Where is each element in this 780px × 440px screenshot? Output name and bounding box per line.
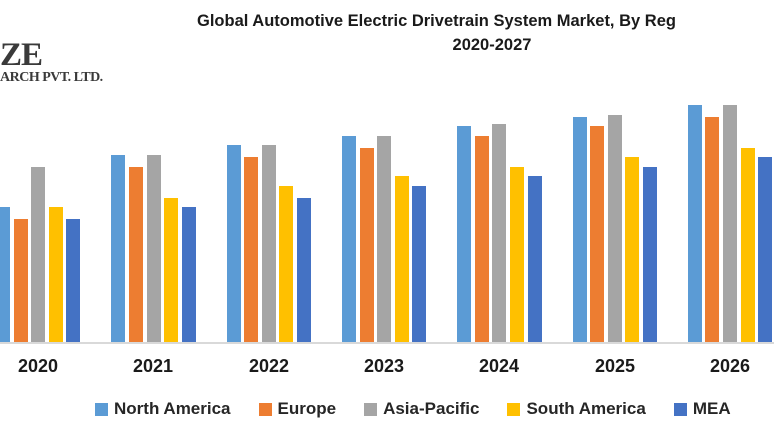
x-axis-label-2021: 2021 bbox=[132, 356, 174, 376]
bar-mea-2023 bbox=[412, 186, 426, 343]
legend-label-europe: Europe bbox=[277, 399, 337, 418]
bar-north-america-2025 bbox=[573, 117, 587, 343]
bar-europe-2026 bbox=[705, 117, 719, 343]
legend-label-mea: MEA bbox=[692, 399, 731, 418]
x-axis-line bbox=[0, 342, 774, 344]
x-axis-label-2026: 2026 bbox=[709, 356, 751, 376]
chart-title: Global Automotive Electric Drivetrain Sy… bbox=[197, 12, 780, 55]
legend-label-south-america: South America bbox=[526, 399, 646, 418]
bar-south-america-2022 bbox=[279, 186, 293, 343]
legend-swatch-asia-pacific bbox=[364, 402, 378, 416]
bar-europe-2024 bbox=[475, 136, 489, 343]
bar-south-america-2026 bbox=[741, 148, 755, 343]
bar-north-america-2020 bbox=[0, 207, 10, 343]
bar-south-america-2020 bbox=[49, 207, 63, 343]
bar-north-america-2022 bbox=[227, 145, 241, 343]
bar-south-america-2021 bbox=[164, 198, 178, 343]
x-axis-label-2024: 2024 bbox=[478, 356, 520, 376]
bar-europe-2023 bbox=[360, 148, 374, 343]
bar-asia-pacific-2026 bbox=[723, 105, 737, 343]
bar-mea-2020 bbox=[66, 219, 80, 343]
bar-europe-2022 bbox=[244, 157, 258, 343]
legend-item-mea: MEA bbox=[673, 399, 731, 419]
bar-asia-pacific-2025 bbox=[608, 115, 622, 343]
legend-label-asia-pacific: Asia-Pacific bbox=[383, 399, 480, 418]
bar-mea-2025 bbox=[643, 167, 657, 343]
legend-item-asia-pacific: Asia-Pacific bbox=[364, 399, 479, 419]
x-axis-label-2023: 2023 bbox=[363, 356, 405, 376]
bar-south-america-2025 bbox=[625, 157, 639, 343]
bar-europe-2025 bbox=[590, 126, 604, 343]
legend-swatch-mea bbox=[673, 402, 687, 416]
bar-north-america-2024 bbox=[457, 126, 471, 343]
bar-europe-2021 bbox=[129, 167, 143, 343]
chart-title-line1: Global Automotive Electric Drivetrain Sy… bbox=[197, 12, 676, 30]
brand-logo-text: ZE bbox=[0, 37, 43, 73]
legend-swatch-north-america bbox=[95, 402, 108, 416]
legend-item-south-america: South America bbox=[507, 399, 646, 419]
bar-europe-2020 bbox=[14, 219, 28, 343]
bar-north-america-2023 bbox=[342, 136, 356, 343]
bar-mea-2021 bbox=[182, 207, 196, 343]
legend-item-north-america: North America bbox=[95, 399, 231, 419]
brand-logo: ZE ARCH PVT. LTD. bbox=[0, 37, 103, 85]
legend-label-north-america: North America bbox=[114, 399, 231, 418]
legend-swatch-europe bbox=[258, 402, 272, 416]
bar-mea-2026 bbox=[758, 157, 772, 343]
chart-title-line2: 2020-2027 bbox=[452, 36, 532, 54]
bar-north-america-2026 bbox=[688, 105, 702, 343]
bar-north-america-2021 bbox=[111, 155, 125, 343]
legend: North America Europe Asia-Pacific South Ame… bbox=[95, 399, 731, 419]
legend-swatch-south-america bbox=[507, 402, 521, 416]
x-axis-label-2022: 2022 bbox=[248, 356, 290, 376]
bar-south-america-2023 bbox=[395, 176, 409, 343]
bar-asia-pacific-2020 bbox=[31, 167, 45, 343]
bar-asia-pacific-2023 bbox=[377, 136, 391, 343]
bar-asia-pacific-2022 bbox=[262, 145, 276, 343]
brand-logo-subtext: ARCH PVT. LTD. bbox=[0, 70, 103, 85]
x-axis-label-2025: 2025 bbox=[594, 356, 636, 376]
bar-asia-pacific-2024 bbox=[492, 124, 506, 343]
legend-item-europe: Europe bbox=[258, 399, 337, 419]
bar-asia-pacific-2021 bbox=[147, 155, 161, 343]
x-axis-label-2020: 2020 bbox=[17, 356, 59, 376]
bar-mea-2022 bbox=[297, 198, 311, 343]
bar-south-america-2024 bbox=[510, 167, 524, 343]
bar-mea-2024 bbox=[528, 176, 542, 343]
